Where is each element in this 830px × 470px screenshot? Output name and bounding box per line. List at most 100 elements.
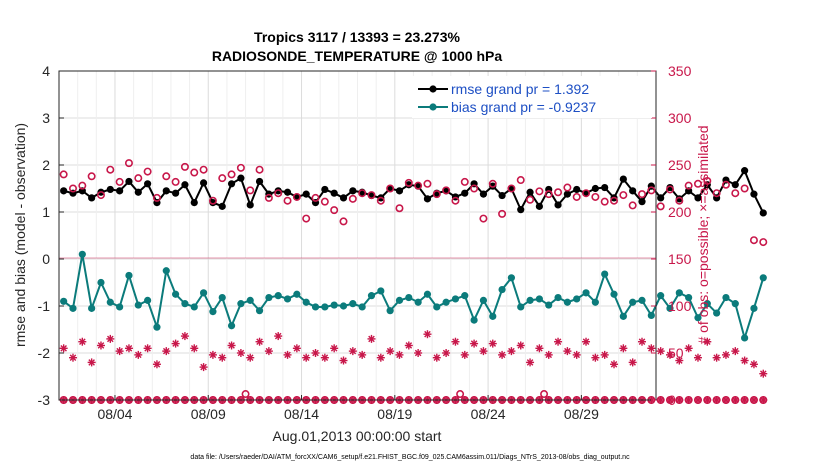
assimilated-marker — [432, 353, 441, 362]
possible-marker — [246, 186, 255, 195]
data-point — [498, 191, 506, 200]
data-point — [405, 181, 413, 189]
series-possible — [59, 159, 768, 247]
data-point — [591, 298, 599, 306]
assimilated-marker — [721, 350, 730, 359]
data-point — [172, 189, 180, 197]
assimilated-marker — [311, 349, 320, 357]
data-point — [144, 180, 152, 188]
data-point — [181, 181, 189, 189]
data-point — [657, 292, 665, 300]
assimilated-marker-stroke — [685, 345, 692, 352]
legend-rmse-marker — [429, 85, 437, 93]
chart-title: Tropics 3117 / 13393 = 23.273% — [254, 29, 460, 45]
data-point — [638, 296, 646, 304]
assimilated-marker-stroke — [657, 347, 664, 355]
possible-marker — [451, 196, 460, 205]
data-point — [535, 295, 543, 303]
assimilated-marker-stroke — [508, 347, 515, 355]
assimilated-marker-stroke — [358, 351, 366, 359]
possible-marker — [124, 159, 133, 168]
possible-marker — [638, 190, 647, 199]
assimilated-marker — [600, 350, 609, 359]
data-point — [190, 199, 198, 207]
data-point — [125, 271, 133, 280]
data-point — [311, 303, 320, 311]
assimilated-marker-stroke — [666, 351, 674, 359]
assimilated-marker — [703, 337, 712, 346]
assimilated-marker — [227, 341, 236, 350]
data-point — [563, 298, 571, 306]
data-point — [246, 296, 254, 304]
assimilated-marker — [759, 396, 768, 404]
assimilated-marker — [302, 353, 311, 362]
data-point — [479, 296, 488, 304]
assimilated-marker — [619, 344, 628, 353]
data-point — [302, 298, 310, 306]
assimilated-marker — [171, 339, 180, 348]
data-point — [134, 188, 142, 196]
data-point — [722, 293, 730, 302]
data-point — [750, 190, 758, 198]
assimilated-marker-stroke — [274, 332, 282, 340]
assimilated-marker — [526, 358, 535, 367]
data-point — [227, 322, 236, 330]
assimilated-marker-stroke — [134, 351, 142, 359]
assimilated-marker — [218, 353, 227, 362]
assimilated-marker-stroke — [107, 335, 114, 343]
possible-marker-outlier — [456, 390, 465, 399]
assimilated-marker-stroke — [564, 347, 571, 355]
series-line — [63, 254, 765, 342]
data-point — [591, 184, 599, 193]
data-point — [582, 289, 590, 297]
chart-subtitle: RADIOSONDE_TEMPERATURE @ 1000 hPa — [212, 48, 503, 64]
assimilated-marker-stroke — [638, 338, 646, 346]
possible-marker — [171, 177, 180, 186]
data-point — [125, 177, 133, 186]
x-axis-ticks: 08/04 08/09 08/14 08/19 08/24 08/29 — [97, 395, 599, 422]
possible-marker — [432, 190, 441, 199]
data-point — [470, 316, 478, 324]
possible-marker — [470, 184, 479, 193]
data-point — [218, 202, 226, 210]
possible-marker — [442, 186, 451, 195]
assimilated-marker — [498, 350, 507, 359]
assimilated-marker — [386, 347, 395, 356]
assimilated-marker-stroke — [480, 347, 487, 355]
assimilated-marker-stroke — [330, 345, 338, 352]
assimilated-marker — [330, 344, 339, 353]
assimilated-marker — [106, 334, 115, 343]
possible-marker — [404, 178, 413, 187]
data-point — [647, 311, 655, 319]
assimilated-marker — [246, 353, 255, 362]
possible-marker — [628, 201, 637, 210]
assimilated-marker — [96, 341, 105, 350]
data-point — [489, 312, 497, 320]
possible-marker — [498, 209, 507, 218]
possible-marker — [162, 172, 171, 181]
data-point — [759, 274, 767, 282]
assimilated-marker-stroke — [545, 351, 553, 359]
assimilated-marker-stroke — [722, 396, 730, 404]
assimilated-marker — [656, 396, 665, 404]
assimilated-marker-stroke — [190, 345, 198, 352]
data-point — [517, 206, 525, 214]
data-point — [741, 167, 749, 175]
assimilated-marker-stroke — [498, 351, 506, 359]
data-point — [330, 189, 338, 197]
data-point — [274, 292, 282, 300]
data-point — [255, 307, 264, 315]
legend: rmse grand pr = 1.392 bias grand pr = -0… — [412, 76, 652, 118]
data-point — [414, 298, 422, 306]
possible-marker — [68, 184, 77, 193]
assimilated-marker-stroke — [461, 351, 469, 359]
assimilated-marker-stroke — [340, 357, 347, 364]
assimilated-marker-stroke — [116, 347, 123, 355]
assimilated-marker-stroke — [209, 351, 217, 359]
legend-bias-marker — [429, 103, 437, 111]
data-point — [545, 301, 553, 309]
assimilated-marker-stroke — [676, 357, 683, 364]
data-point — [349, 187, 357, 195]
assimilated-marker — [143, 344, 152, 353]
possible-marker — [572, 192, 581, 201]
